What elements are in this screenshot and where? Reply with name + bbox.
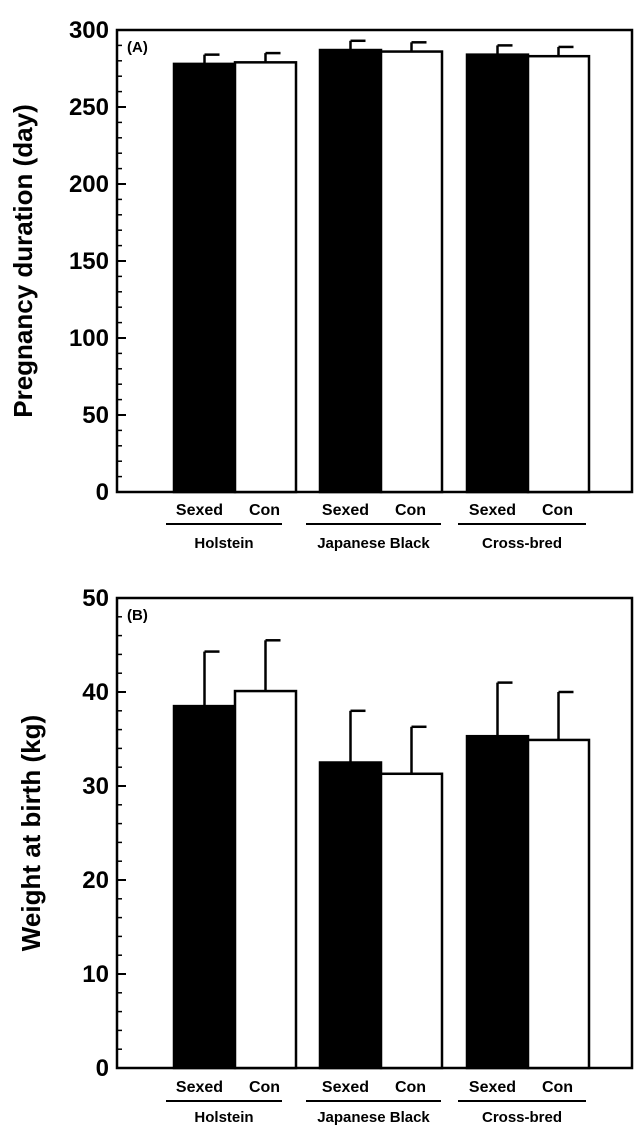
group-label: Holstein [194,535,253,552]
category-label: Sexed [469,1079,516,1096]
y-axis-label: Pregnancy duration (day) [8,104,38,418]
category-label: Sexed [322,1079,369,1096]
y-tick-label: 30 [82,773,109,800]
category-label: Con [395,502,426,519]
y-tick-label: 40 [82,679,109,706]
group-label: Japanese Black [317,535,430,552]
bar-sexed-0 [172,704,237,1070]
category-label: Con [249,1079,280,1096]
bar-sexed-1 [318,761,383,1070]
y-tick-label: 150 [69,248,109,275]
group-label: Cross-bred [482,1109,562,1126]
y-tick-label: 20 [82,867,109,894]
bar-sexed-0 [172,62,237,494]
panel-label: (A) [127,39,148,56]
bar-con-1 [379,50,444,494]
panel-label: (B) [127,607,148,624]
y-tick-label: 50 [82,402,109,429]
y-tick-label: 200 [69,171,109,198]
category-label: Sexed [469,502,516,519]
bar-con-0 [233,689,298,1070]
bar-con-0 [233,61,298,494]
y-tick-label: 50 [82,585,109,612]
group-label: Holstein [194,1109,253,1126]
y-tick-label: 0 [96,479,109,506]
bar-con-2 [526,738,591,1070]
bar-sexed-1 [318,48,383,494]
panel-b: 0 10 20 30 40 50 Weight at birth (kg) (B) Sexed C… [16,585,634,1126]
bar-con-2 [526,54,591,494]
bar-sexed-2 [465,53,530,494]
y-tick-label: 0 [96,1055,109,1082]
bar-con-1 [379,772,444,1070]
category-label: Con [542,1079,573,1096]
panel-a: 0 50 100 150 200 250 300 Pregnancy duration (da… [8,17,634,552]
category-label: Sexed [176,1079,223,1096]
group-label: Cross-bred [482,535,562,552]
y-tick-label: 10 [82,961,109,988]
bar-sexed-2 [465,734,530,1070]
category-label: Con [542,502,573,519]
category-label: Con [395,1079,426,1096]
category-label: Con [249,502,280,519]
group-label: Japanese Black [317,1109,430,1126]
y-tick-label: 100 [69,325,109,352]
category-label: Sexed [176,502,223,519]
y-axis-label: Weight at birth (kg) [16,715,46,951]
y-tick-label: 300 [69,17,109,44]
y-tick-label: 250 [69,94,109,121]
category-label: Sexed [322,502,369,519]
